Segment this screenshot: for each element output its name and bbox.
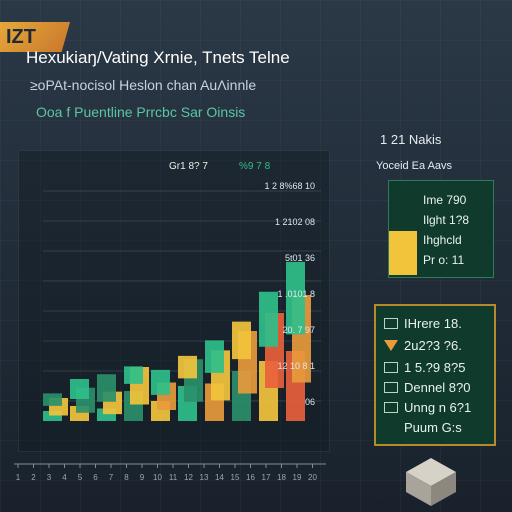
logo-text: IZT xyxy=(6,26,36,48)
info-row-label: Dennel 8?0 xyxy=(404,380,471,395)
value-label: 06 xyxy=(305,397,315,407)
warning-icon xyxy=(384,340,398,351)
page-subtitle: ≥oPAt-nocisol Heslon chan AuΛinnle xyxy=(30,77,257,93)
value-label: 1 2102 08 xyxy=(275,217,315,227)
list-icon xyxy=(384,402,398,413)
bar-segment xyxy=(259,291,278,347)
bar-segment xyxy=(205,340,224,373)
top-label: Gr1 8? 7 xyxy=(169,161,208,172)
x-tick-label: 19 xyxy=(293,473,302,482)
bar-segment xyxy=(70,379,89,399)
chart-top-labels: Gr1 8? 7 %9 7 8 xyxy=(169,161,271,172)
list-icon xyxy=(384,318,398,329)
page-title: Hexukiaŋ/Vating Xrnie, Tnets Telne xyxy=(26,48,290,67)
legend-header: Yoceid Ea Aavs xyxy=(376,160,453,172)
bar-segment xyxy=(124,366,143,384)
legend-box: Ime 790 Ilght 1?8 Ihghcld Pr o: 11 xyxy=(388,180,494,278)
info-row-label: Unng n 6?1 xyxy=(404,400,472,415)
info-row-label: IHrere 18. xyxy=(404,316,462,331)
bar-segment xyxy=(151,369,170,395)
x-tick-label: 5 xyxy=(78,473,83,482)
info-row[interactable]: Puum G:s xyxy=(384,420,462,435)
x-tick-label: 10 xyxy=(153,473,162,482)
legend-item: Ime 790 xyxy=(423,193,467,207)
value-label: 1 2 8%68 10 xyxy=(264,181,315,191)
bar-segment xyxy=(286,261,305,335)
chart-bars xyxy=(43,261,311,421)
info-row[interactable]: Unng n 6?1 xyxy=(384,400,471,415)
x-tick-label: 3 xyxy=(47,473,52,482)
x-tick-label: 17 xyxy=(262,473,271,482)
value-label: 12 10 8 1 xyxy=(277,361,315,371)
bar-segment xyxy=(232,321,251,360)
x-tick-label: 7 xyxy=(109,473,114,482)
x-tick-label: 16 xyxy=(246,473,255,482)
page-tagline: Ooa f Puentline Prrcbc Sar Oinsis xyxy=(36,104,246,120)
legend-item: Ilght 1?8 xyxy=(423,213,470,227)
legend-accent xyxy=(389,231,417,275)
x-tick-label: 15 xyxy=(231,473,240,482)
list-icon xyxy=(384,382,398,393)
x-tick-label: 2 xyxy=(31,473,36,482)
x-tick-label: 9 xyxy=(140,473,145,482)
info-row-label: 1 5.?9 8?5 xyxy=(404,360,466,375)
x-tick-label: 6 xyxy=(93,473,98,482)
info-row[interactable]: IHrere 18. xyxy=(384,316,462,331)
x-tick-label: 20 xyxy=(308,473,317,482)
value-label: 1 .0101 8 xyxy=(277,289,315,299)
top-label: %9 7 8 xyxy=(239,161,271,172)
info-row[interactable]: 2u2?3 ?6. xyxy=(384,338,462,353)
bar-segment xyxy=(178,355,197,379)
x-tick-label: 13 xyxy=(200,473,209,482)
info-row[interactable]: 1 5.?9 8?5 xyxy=(384,360,465,375)
info-box: IHrere 18. 2u2?3 ?6. 1 5.?9 8?5 Dennel 8… xyxy=(374,304,496,446)
x-axis-ticks: 1 2 3 4 5 6 7 8 9 10 11 12 13 14 15 16 17 18 19 20 xyxy=(16,464,317,482)
chart-panel: 1 2 8%68 10 1 2102 08 5t01 36 1 .0101 8 20. … xyxy=(18,150,330,452)
info-row[interactable]: Dennel 8?0 xyxy=(384,380,471,395)
x-tick-label: 14 xyxy=(215,473,224,482)
right-panel-header: 1 21 Nakis xyxy=(380,132,442,147)
bar-segment xyxy=(97,374,116,402)
legend-item: Ihghcld xyxy=(423,233,462,247)
brand-logo: IZT xyxy=(0,22,70,52)
x-axis: 1 2 3 4 5 6 7 8 9 10 11 12 13 14 15 16 17 18 19 20 xyxy=(14,463,326,482)
x-tick-label: 12 xyxy=(184,473,193,482)
x-tick-label: 18 xyxy=(277,473,286,482)
cube-decoration-icon xyxy=(406,458,456,506)
bar-chart: 1 2 8%68 10 1 2102 08 5t01 36 1 .0101 8 20. … xyxy=(43,161,321,421)
x-tick-label: 11 xyxy=(169,473,178,482)
list-icon xyxy=(384,362,398,373)
legend-item: Pr o: 11 xyxy=(423,253,465,267)
info-row-label: Puum G:s xyxy=(404,420,462,435)
bar-segment xyxy=(43,411,62,421)
x-tick-label: 8 xyxy=(124,473,129,482)
bar-segment xyxy=(43,393,62,406)
chart-value-labels: 1 2 8%68 10 1 2102 08 5t01 36 1 .0101 8 20. … xyxy=(264,181,315,407)
x-tick-label: 4 xyxy=(62,473,67,482)
value-label: 20. 7 97 xyxy=(282,325,315,335)
x-tick-label: 1 xyxy=(16,473,21,482)
value-label: 5t01 36 xyxy=(285,253,315,263)
info-row-label: 2u2?3 ?6. xyxy=(404,338,462,353)
